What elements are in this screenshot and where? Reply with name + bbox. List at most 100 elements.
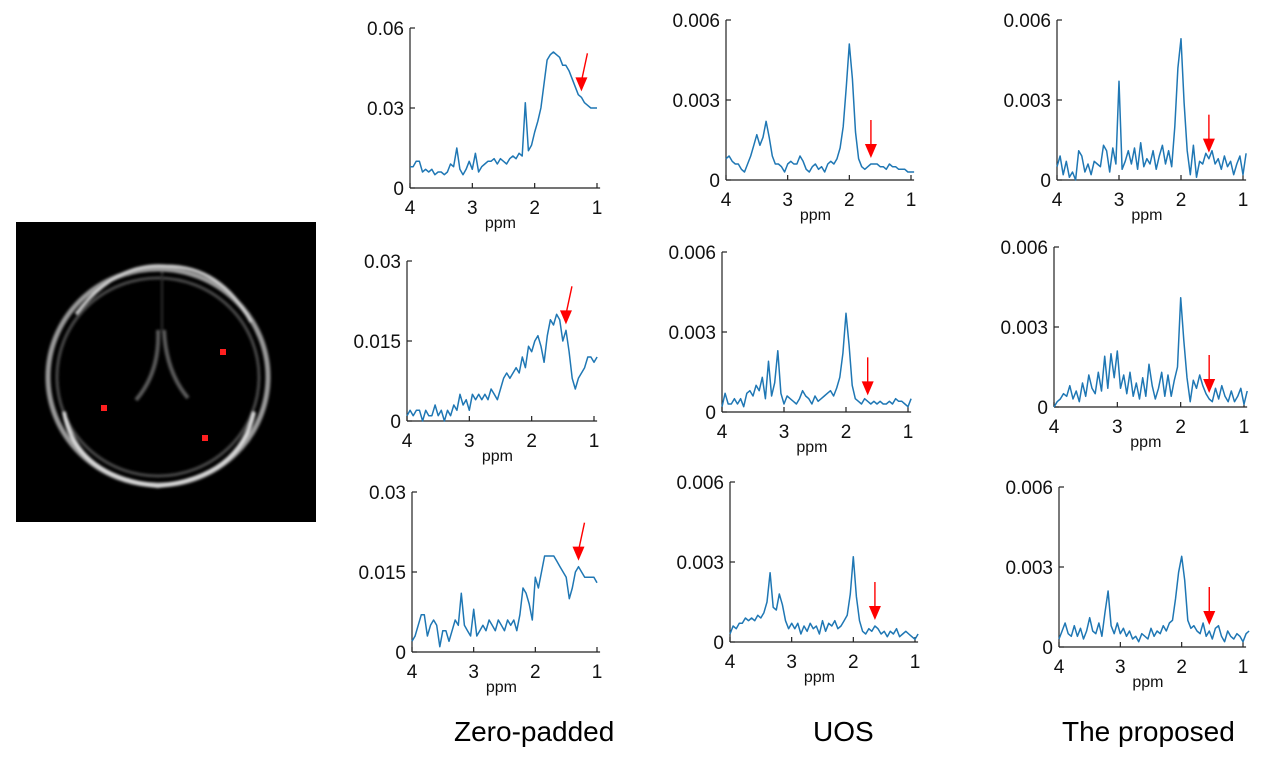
annotation-arrow bbox=[577, 522, 586, 551]
annotation-arrow-head bbox=[1202, 138, 1215, 153]
y-tick-label: 0.006 bbox=[668, 243, 716, 264]
annotation-arrow bbox=[580, 53, 589, 82]
annotation-arrow-head bbox=[572, 546, 585, 561]
y-tick-label: 0 bbox=[390, 412, 401, 433]
x-tick-label: 2 bbox=[841, 422, 852, 443]
column-title-proposed: The proposed bbox=[1062, 716, 1235, 747]
annotation-arrow bbox=[565, 286, 573, 315]
x-axis-label: ppm bbox=[482, 448, 513, 465]
y-tick-label: 0 bbox=[1040, 171, 1051, 192]
spectrum-line bbox=[1056, 37, 1247, 181]
x-tick-label: 3 bbox=[467, 198, 478, 219]
x-tick-label: 3 bbox=[1114, 190, 1125, 211]
x-tick-label: 2 bbox=[1176, 657, 1187, 678]
x-tick-label: 4 bbox=[405, 198, 416, 219]
annotation-arrow-head bbox=[861, 381, 874, 396]
x-tick-label: 2 bbox=[526, 431, 537, 452]
x-tick-label: 4 bbox=[717, 422, 728, 443]
x-tick-label: 3 bbox=[1112, 417, 1123, 438]
spectrum-line bbox=[725, 43, 915, 173]
x-tick-label: 2 bbox=[1176, 190, 1187, 211]
y-tick-label: 0.003 bbox=[676, 553, 724, 574]
x-tick-label: 1 bbox=[592, 662, 603, 683]
x-tick-label: 4 bbox=[1054, 657, 1065, 678]
x-tick-label: 4 bbox=[1049, 417, 1060, 438]
roi-marker bbox=[202, 435, 208, 441]
x-tick-label: 2 bbox=[529, 198, 540, 219]
x-axis-label: ppm bbox=[485, 215, 516, 232]
y-tick-label: 0.003 bbox=[1000, 318, 1048, 339]
y-tick-label: 0.006 bbox=[672, 11, 720, 32]
y-tick-label: 0.003 bbox=[668, 323, 716, 344]
y-tick-label: 0.03 bbox=[364, 252, 401, 273]
x-axis-label: ppm bbox=[1132, 674, 1163, 691]
x-tick-label: 3 bbox=[464, 431, 475, 452]
x-tick-label: 4 bbox=[407, 662, 418, 683]
x-tick-label: 3 bbox=[779, 422, 790, 443]
x-tick-label: 2 bbox=[530, 662, 541, 683]
y-tick-label: 0.03 bbox=[369, 483, 406, 504]
x-tick-label: 3 bbox=[468, 662, 479, 683]
x-tick-label: 1 bbox=[903, 422, 914, 443]
annotation-arrow-head bbox=[1203, 611, 1216, 625]
spectrum-line bbox=[411, 555, 598, 648]
y-tick-label: 0 bbox=[705, 403, 716, 424]
annotation-arrow-head bbox=[559, 310, 572, 325]
roi-marker bbox=[101, 405, 107, 411]
x-tick-label: 1 bbox=[592, 198, 603, 219]
spectrum-line bbox=[410, 51, 597, 176]
y-tick-label: 0.003 bbox=[1005, 558, 1053, 579]
x-tick-label: 4 bbox=[721, 190, 732, 211]
annotation-arrow-head bbox=[868, 606, 881, 620]
y-tick-label: 0.006 bbox=[1003, 11, 1051, 32]
y-tick-label: 0.015 bbox=[358, 563, 406, 584]
roi-marker bbox=[220, 349, 226, 355]
x-axis-label: ppm bbox=[800, 207, 831, 224]
y-tick-label: 0.006 bbox=[1005, 478, 1053, 499]
x-tick-label: 4 bbox=[402, 431, 413, 452]
spectrum-line bbox=[721, 312, 912, 408]
skull-top-highlight bbox=[74, 264, 253, 323]
column-title-uos: UOS bbox=[813, 716, 874, 747]
x-tick-label: 2 bbox=[848, 652, 859, 673]
y-tick-label: 0.003 bbox=[672, 91, 720, 112]
spectrum-line bbox=[729, 555, 919, 641]
spectrum-line bbox=[406, 313, 598, 422]
x-tick-label: 1 bbox=[1238, 657, 1249, 678]
skull-inner-ring bbox=[55, 276, 261, 478]
x-tick-label: 1 bbox=[1239, 417, 1250, 438]
x-tick-label: 1 bbox=[1238, 190, 1249, 211]
x-tick-label: 3 bbox=[1115, 657, 1126, 678]
ventricle-left bbox=[134, 329, 161, 402]
y-tick-label: 0.03 bbox=[367, 99, 404, 120]
annotation-arrow-head bbox=[1203, 379, 1216, 393]
annotation-arrow-head bbox=[864, 144, 877, 158]
x-tick-label: 2 bbox=[844, 190, 855, 211]
x-axis-label: ppm bbox=[1131, 207, 1162, 224]
x-tick-label: 4 bbox=[1052, 190, 1063, 211]
x-tick-label: 4 bbox=[725, 652, 736, 673]
y-tick-label: 0.003 bbox=[1003, 91, 1051, 112]
y-tick-label: 0 bbox=[395, 643, 406, 664]
y-tick-label: 0 bbox=[1042, 638, 1053, 659]
x-axis-label: ppm bbox=[1130, 434, 1161, 451]
x-axis-label: ppm bbox=[486, 679, 517, 696]
y-tick-label: 0 bbox=[1037, 398, 1048, 419]
y-tick-label: 0 bbox=[393, 179, 404, 200]
y-tick-label: 0 bbox=[709, 171, 720, 192]
x-axis-label: ppm bbox=[796, 439, 827, 456]
brain-mri-image bbox=[16, 222, 316, 522]
x-tick-label: 3 bbox=[786, 652, 797, 673]
x-tick-label: 3 bbox=[782, 190, 793, 211]
x-tick-label: 1 bbox=[910, 652, 921, 673]
y-tick-label: 0.06 bbox=[367, 19, 404, 40]
x-tick-label: 2 bbox=[1175, 417, 1186, 438]
column-title-zero-padded: Zero-padded bbox=[454, 716, 615, 747]
x-tick-label: 1 bbox=[906, 190, 917, 211]
y-tick-label: 0.006 bbox=[1000, 238, 1048, 259]
x-axis-label: ppm bbox=[804, 669, 835, 686]
y-tick-label: 0 bbox=[713, 633, 724, 654]
skull-bottom-highlight bbox=[62, 411, 256, 489]
y-tick-label: 0.006 bbox=[676, 473, 724, 494]
